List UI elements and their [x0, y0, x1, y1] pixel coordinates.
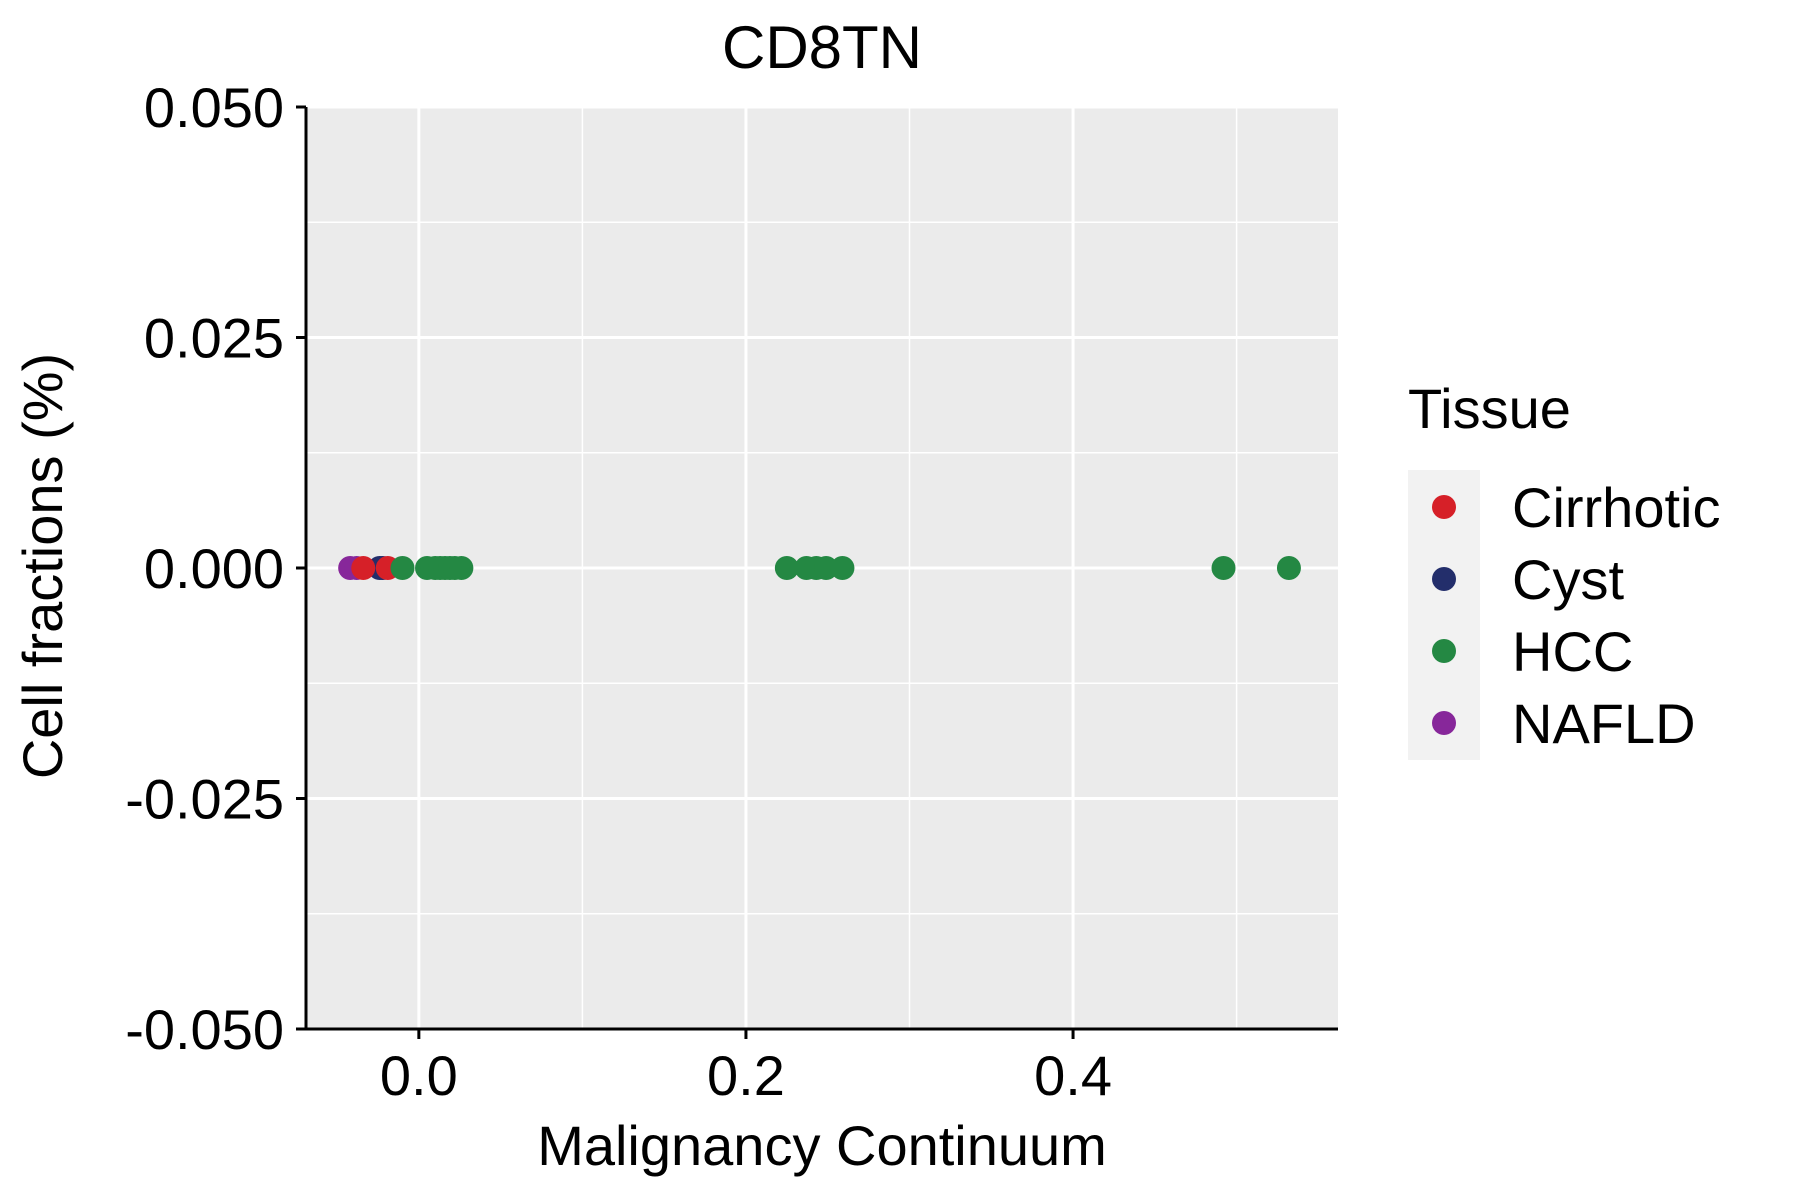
y-tick-label: 0.000 [144, 537, 284, 600]
x-axis-ticks: 0.0 0.2 0.4 [380, 1029, 1112, 1107]
legend-key-cirrhotic [1432, 495, 1456, 519]
y-tick-label: -0.050 [125, 998, 284, 1061]
data-point-cirrhotic [351, 556, 376, 580]
x-tick-label: 0.0 [380, 1044, 458, 1107]
legend-key-hcc [1432, 639, 1456, 663]
legend-label-cyst: Cyst [1512, 548, 1624, 611]
data-point-hcc [1276, 556, 1301, 580]
y-tick-label: 0.050 [144, 76, 284, 139]
chart-title: CD8TN [722, 14, 922, 81]
y-tick-label: 0.025 [144, 307, 284, 370]
data-points [338, 556, 1301, 580]
legend-title: Tissue [1408, 377, 1571, 440]
data-point-hcc [449, 556, 474, 580]
legend: Tissue Cirrhotic Cyst HCC NAFLD [1408, 377, 1720, 760]
y-tick-label: -0.025 [125, 768, 284, 831]
legend-label-hcc: HCC [1512, 620, 1633, 683]
legend-label-cirrhotic: Cirrhotic [1512, 476, 1720, 539]
y-axis-ticks: 0.050 0.025 0.000 -0.025 -0.050 [125, 76, 306, 1061]
y-axis-title: Cell fractions (%) [11, 353, 74, 779]
data-point-hcc [1211, 556, 1236, 580]
legend-key-nafld [1432, 711, 1456, 735]
legend-label-nafld: NAFLD [1512, 692, 1696, 755]
legend-key-cyst [1432, 567, 1456, 591]
data-point-hcc [774, 556, 799, 580]
x-tick-label: 0.2 [707, 1044, 785, 1107]
data-point-hcc [830, 556, 855, 580]
data-point-hcc [390, 556, 415, 580]
x-tick-label: 0.4 [1034, 1044, 1112, 1107]
x-axis-title: Malignancy Continuum [537, 1114, 1107, 1177]
